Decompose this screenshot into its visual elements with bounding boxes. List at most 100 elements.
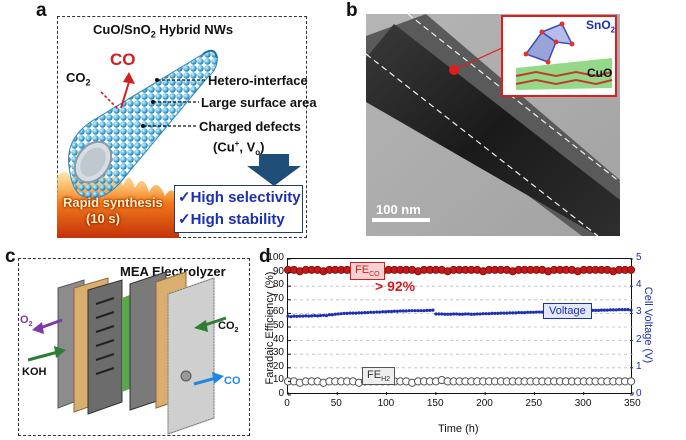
y-right-tick-label: 4: [636, 279, 642, 291]
data-point: [502, 311, 506, 315]
data-point: [354, 311, 358, 315]
data-point: [590, 308, 595, 313]
data-point: [318, 313, 323, 318]
data-point: [596, 308, 601, 313]
data-point: [454, 312, 459, 316]
y-left-tick-label: 100: [267, 252, 284, 263]
voltage-legend: Voltage: [543, 303, 592, 319]
mea-electrolyzer-diagram: [27, 271, 227, 435]
data-point: [310, 314, 314, 318]
y-left-tick-label: 70: [272, 292, 284, 304]
data-point: [404, 309, 408, 313]
data-point: [366, 310, 370, 315]
interface-dashed-line-1: [366, 53, 599, 236]
data-point: [357, 311, 361, 315]
synthesis-label: Rapid synthesis: [63, 195, 163, 210]
data-point: [378, 310, 382, 314]
y-right-tick-label: 2: [636, 333, 642, 345]
feature-hetero-interface: Hetero-interface: [208, 73, 308, 88]
panel-letter-a: a: [36, 0, 47, 21]
down-arrow-icon: [247, 154, 301, 186]
selectivity-annotation: > 92%: [375, 278, 416, 294]
x-tick-label: 0: [284, 398, 290, 409]
data-point: [520, 310, 524, 315]
data-point: [593, 308, 598, 313]
data-point: [398, 309, 402, 313]
data-point: [342, 311, 346, 315]
data-point: [395, 309, 400, 313]
data-point: [339, 312, 343, 316]
endplate-right: [167, 277, 215, 435]
data-point: [321, 313, 326, 317]
data-point: [434, 312, 438, 316]
interface-dashed-line-2: [407, 14, 620, 183]
x-tick-label: 300: [574, 398, 592, 409]
reactant-co2-label: CO2: [66, 70, 91, 88]
data-point: [413, 309, 417, 313]
data-point: [443, 312, 447, 316]
data-point: [599, 308, 604, 312]
y-left-tick-label: 80: [272, 279, 284, 291]
product-co-label: CO: [110, 50, 136, 69]
data-point: [307, 314, 311, 318]
data-point: [627, 265, 636, 274]
data-point: [466, 312, 470, 316]
data-point: [440, 312, 444, 316]
data-point: [428, 308, 432, 313]
data-point: [392, 309, 397, 313]
data-point: [481, 312, 485, 316]
co-arrow: [193, 376, 217, 386]
data-point: [407, 309, 411, 313]
data-point: [487, 312, 491, 316]
tem-micrograph: [366, 14, 620, 236]
x-tick-label: 50: [330, 398, 342, 409]
data-point: [496, 311, 500, 315]
mea-title: MEA Electrolyzer: [120, 264, 226, 279]
data-point: [422, 309, 426, 313]
data-point: [348, 311, 352, 315]
data-point: [301, 314, 305, 318]
data-point: [345, 311, 349, 315]
data-point: [333, 312, 337, 316]
y-left-tick-label: 90: [272, 265, 284, 277]
data-point: [363, 310, 367, 315]
data-point: [330, 313, 334, 317]
synthesis-time-label: (10 s): [86, 211, 120, 226]
data-point: [351, 311, 355, 315]
y-right-tick-label: 3: [636, 306, 642, 318]
data-point: [620, 307, 624, 312]
x-tick-label: 100: [377, 398, 395, 409]
data-point: [372, 310, 376, 314]
data-point: [493, 311, 497, 315]
data-point: [401, 309, 405, 313]
data-point: [452, 312, 456, 316]
series-fe-co: [284, 265, 636, 276]
data-point: [505, 311, 509, 315]
x-tick-label: 200: [476, 398, 493, 409]
data-point: [475, 312, 479, 316]
data-point: [508, 311, 512, 315]
data-point: [298, 314, 302, 318]
data-point: [375, 310, 379, 314]
series-fe-h2: [283, 375, 636, 387]
panel-c-frame: [18, 258, 250, 436]
y-left-tick-label: 0: [278, 388, 284, 399]
data-point: [537, 310, 541, 314]
y-axis-right-title: Cell Voltage (V): [642, 286, 654, 364]
koh-arrow: [27, 350, 59, 362]
data-point: [446, 312, 450, 316]
inset-cuo-label: CuO: [587, 66, 613, 80]
data-point: [472, 312, 476, 316]
x-tick-label: 150: [426, 398, 444, 409]
data-point: [469, 312, 473, 316]
y-left-tick-label: 20: [272, 360, 284, 372]
data-point: [336, 312, 340, 316]
data-point: [289, 315, 293, 319]
benefit-selectivity: ✓High selectivity: [178, 189, 301, 206]
plot-svg: [283, 258, 636, 396]
data-point: [484, 312, 488, 316]
fe-h2-legend: FEH2: [362, 367, 396, 386]
defects-formula: (Cu+, Vo): [213, 139, 265, 157]
data-point: [460, 312, 465, 316]
data-point: [369, 310, 373, 314]
